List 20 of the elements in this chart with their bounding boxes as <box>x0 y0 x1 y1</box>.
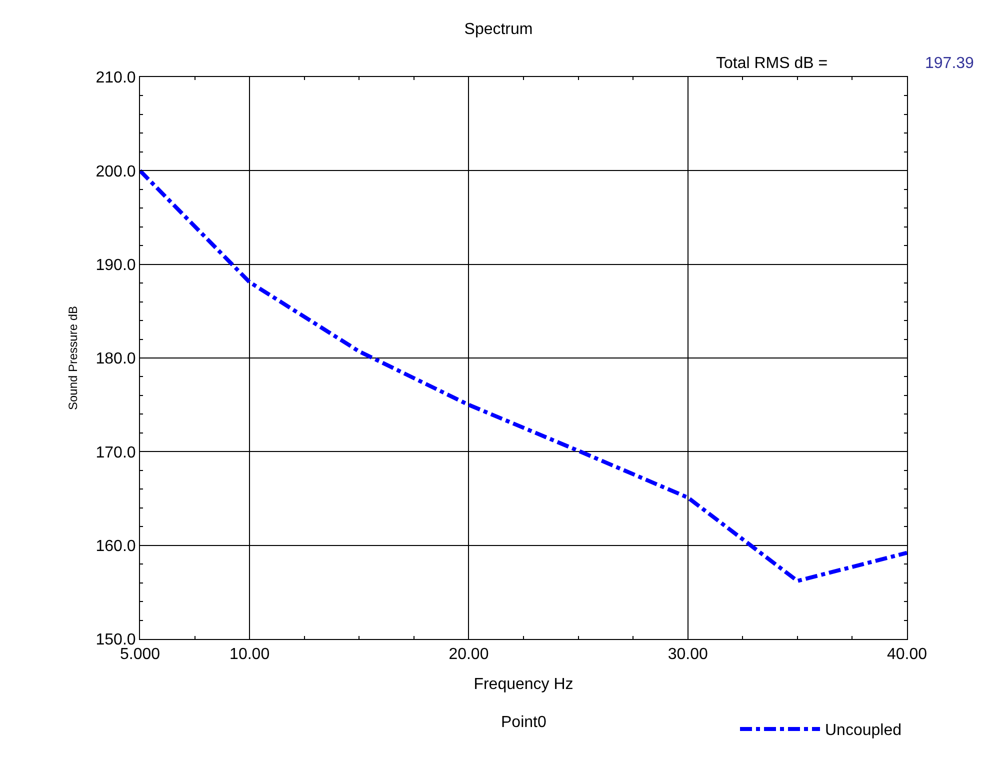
y-axis-title: Sound Pressure dB <box>66 306 80 410</box>
x-tick-label: 5.000 <box>120 646 160 664</box>
chart-title: Spectrum <box>464 21 533 38</box>
x-tick-label: 10.00 <box>230 646 270 664</box>
x-axis-title: Frequency Hz <box>474 676 574 693</box>
y-tick-label: 200.0 <box>96 163 136 180</box>
text: Point0 <box>501 714 546 731</box>
text: 197.39 <box>925 55 974 72</box>
line-series <box>140 168 907 583</box>
legend-label: Uncoupled <box>825 722 902 740</box>
y-tick-label: 160.0 <box>96 538 136 555</box>
y-tick-label: 210.0 <box>96 70 136 87</box>
y-tick-label: 170.0 <box>96 444 136 462</box>
x-tick-label: 30.00 <box>668 646 708 664</box>
x-tick-label: 40.00 <box>886 646 928 664</box>
text: Total RMS dB = <box>716 55 828 72</box>
x-tick-label: 20.00 <box>448 646 489 664</box>
y-tick-label: 190.0 <box>96 256 136 274</box>
y-tick-label: 180.0 <box>96 350 136 368</box>
y-tick-label: 150.0 <box>96 632 136 649</box>
